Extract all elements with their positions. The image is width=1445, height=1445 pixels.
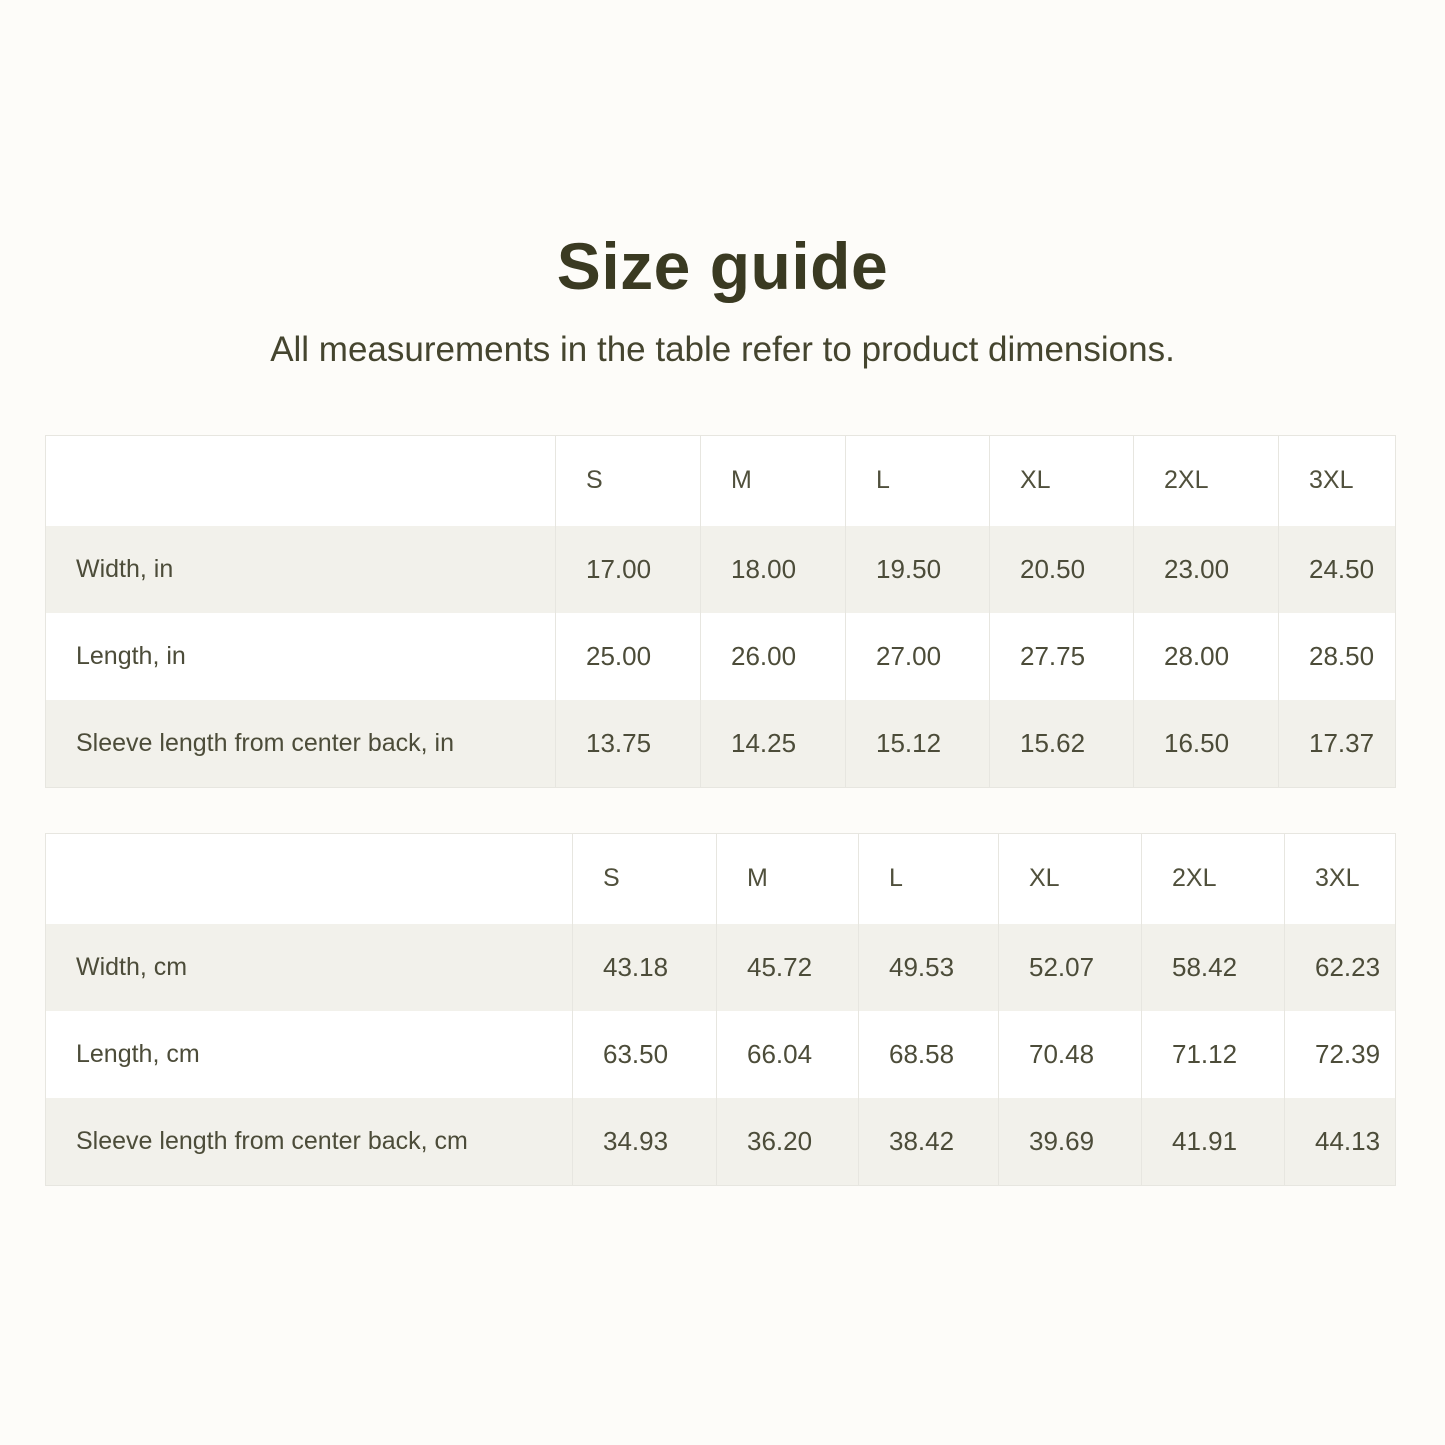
size-cell: 15.12 — [845, 700, 990, 788]
size-cell: 72.39 — [1284, 1011, 1396, 1099]
size-cell: 14.25 — [700, 700, 846, 788]
column-header-m: M — [700, 435, 846, 527]
size-cell: 13.75 — [555, 700, 701, 788]
row-label: Length, in — [45, 613, 556, 701]
column-header-xl: XL — [989, 435, 1134, 527]
row-label: Sleeve length from center back, cm — [45, 1098, 573, 1186]
size-cell: 71.12 — [1141, 1011, 1285, 1099]
page-title: Size guide — [556, 229, 889, 303]
size-cell: 28.50 — [1278, 613, 1396, 701]
column-header-s: S — [572, 833, 717, 925]
size-cell: 66.04 — [716, 1011, 859, 1099]
row-label: Width, cm — [45, 924, 573, 1012]
page-subtitle: All measurements in the table refer to p… — [270, 329, 1175, 369]
column-header-3xl: 3XL — [1284, 833, 1396, 925]
size-cell: 41.91 — [1141, 1098, 1285, 1186]
size-cell: 24.50 — [1278, 526, 1396, 614]
size-cell: 63.50 — [572, 1011, 717, 1099]
size-tables-container: S M L XL 2XL 3XL Width, in 17.00 18.00 1… — [45, 434, 1400, 1186]
column-header-l: L — [845, 435, 990, 527]
corner-cell — [45, 435, 556, 527]
size-table-cm: S M L XL 2XL 3XL Width, cm 43.18 45.72 4… — [45, 832, 1396, 1186]
header-row: S M L XL 2XL 3XL — [45, 435, 1396, 527]
column-header-m: M — [716, 833, 859, 925]
size-cell: 17.37 — [1278, 700, 1396, 788]
corner-cell — [45, 833, 573, 925]
row-label: Width, in — [45, 526, 556, 614]
table-row-sleeve-in: Sleeve length from center back, in 13.75… — [45, 700, 1396, 788]
size-cell: 16.50 — [1133, 700, 1279, 788]
size-cell: 39.69 — [998, 1098, 1142, 1186]
column-header-l: L — [858, 833, 999, 925]
size-cell: 45.72 — [716, 924, 859, 1012]
size-cell: 70.48 — [998, 1011, 1142, 1099]
size-cell: 17.00 — [555, 526, 701, 614]
size-cell: 27.75 — [989, 613, 1134, 701]
size-cell: 19.50 — [845, 526, 990, 614]
column-header-2xl: 2XL — [1141, 833, 1285, 925]
column-header-xl: XL — [998, 833, 1142, 925]
table-row-width-cm: Width, cm 43.18 45.72 49.53 52.07 58.42 … — [45, 924, 1396, 1012]
size-cell: 15.62 — [989, 700, 1134, 788]
table-row-length-cm: Length, cm 63.50 66.04 68.58 70.48 71.12… — [45, 1011, 1396, 1099]
size-cell: 52.07 — [998, 924, 1142, 1012]
size-cell: 62.23 — [1284, 924, 1396, 1012]
size-cell: 18.00 — [700, 526, 846, 614]
column-header-3xl: 3XL — [1278, 435, 1396, 527]
size-cell: 38.42 — [858, 1098, 999, 1186]
size-cell: 36.20 — [716, 1098, 859, 1186]
size-cell: 44.13 — [1284, 1098, 1396, 1186]
size-cell: 20.50 — [989, 526, 1134, 614]
row-label: Sleeve length from center back, in — [45, 700, 556, 788]
table-row-length-in: Length, in 25.00 26.00 27.00 27.75 28.00… — [45, 613, 1396, 701]
size-cell: 28.00 — [1133, 613, 1279, 701]
size-cell: 49.53 — [858, 924, 999, 1012]
size-cell: 34.93 — [572, 1098, 717, 1186]
size-cell: 23.00 — [1133, 526, 1279, 614]
size-cell: 26.00 — [700, 613, 846, 701]
size-cell: 43.18 — [572, 924, 717, 1012]
row-label: Length, cm — [45, 1011, 573, 1099]
column-header-s: S — [555, 435, 701, 527]
table-row-width-in: Width, in 17.00 18.00 19.50 20.50 23.00 … — [45, 526, 1396, 614]
size-cell: 25.00 — [555, 613, 701, 701]
size-cell: 58.42 — [1141, 924, 1285, 1012]
column-header-2xl: 2XL — [1133, 435, 1279, 527]
size-table-inches: S M L XL 2XL 3XL Width, in 17.00 18.00 1… — [45, 434, 1396, 788]
table-row-sleeve-cm: Sleeve length from center back, cm 34.93… — [45, 1098, 1396, 1186]
size-cell: 27.00 — [845, 613, 990, 701]
size-cell: 68.58 — [858, 1011, 999, 1099]
header-row: S M L XL 2XL 3XL — [45, 833, 1396, 925]
